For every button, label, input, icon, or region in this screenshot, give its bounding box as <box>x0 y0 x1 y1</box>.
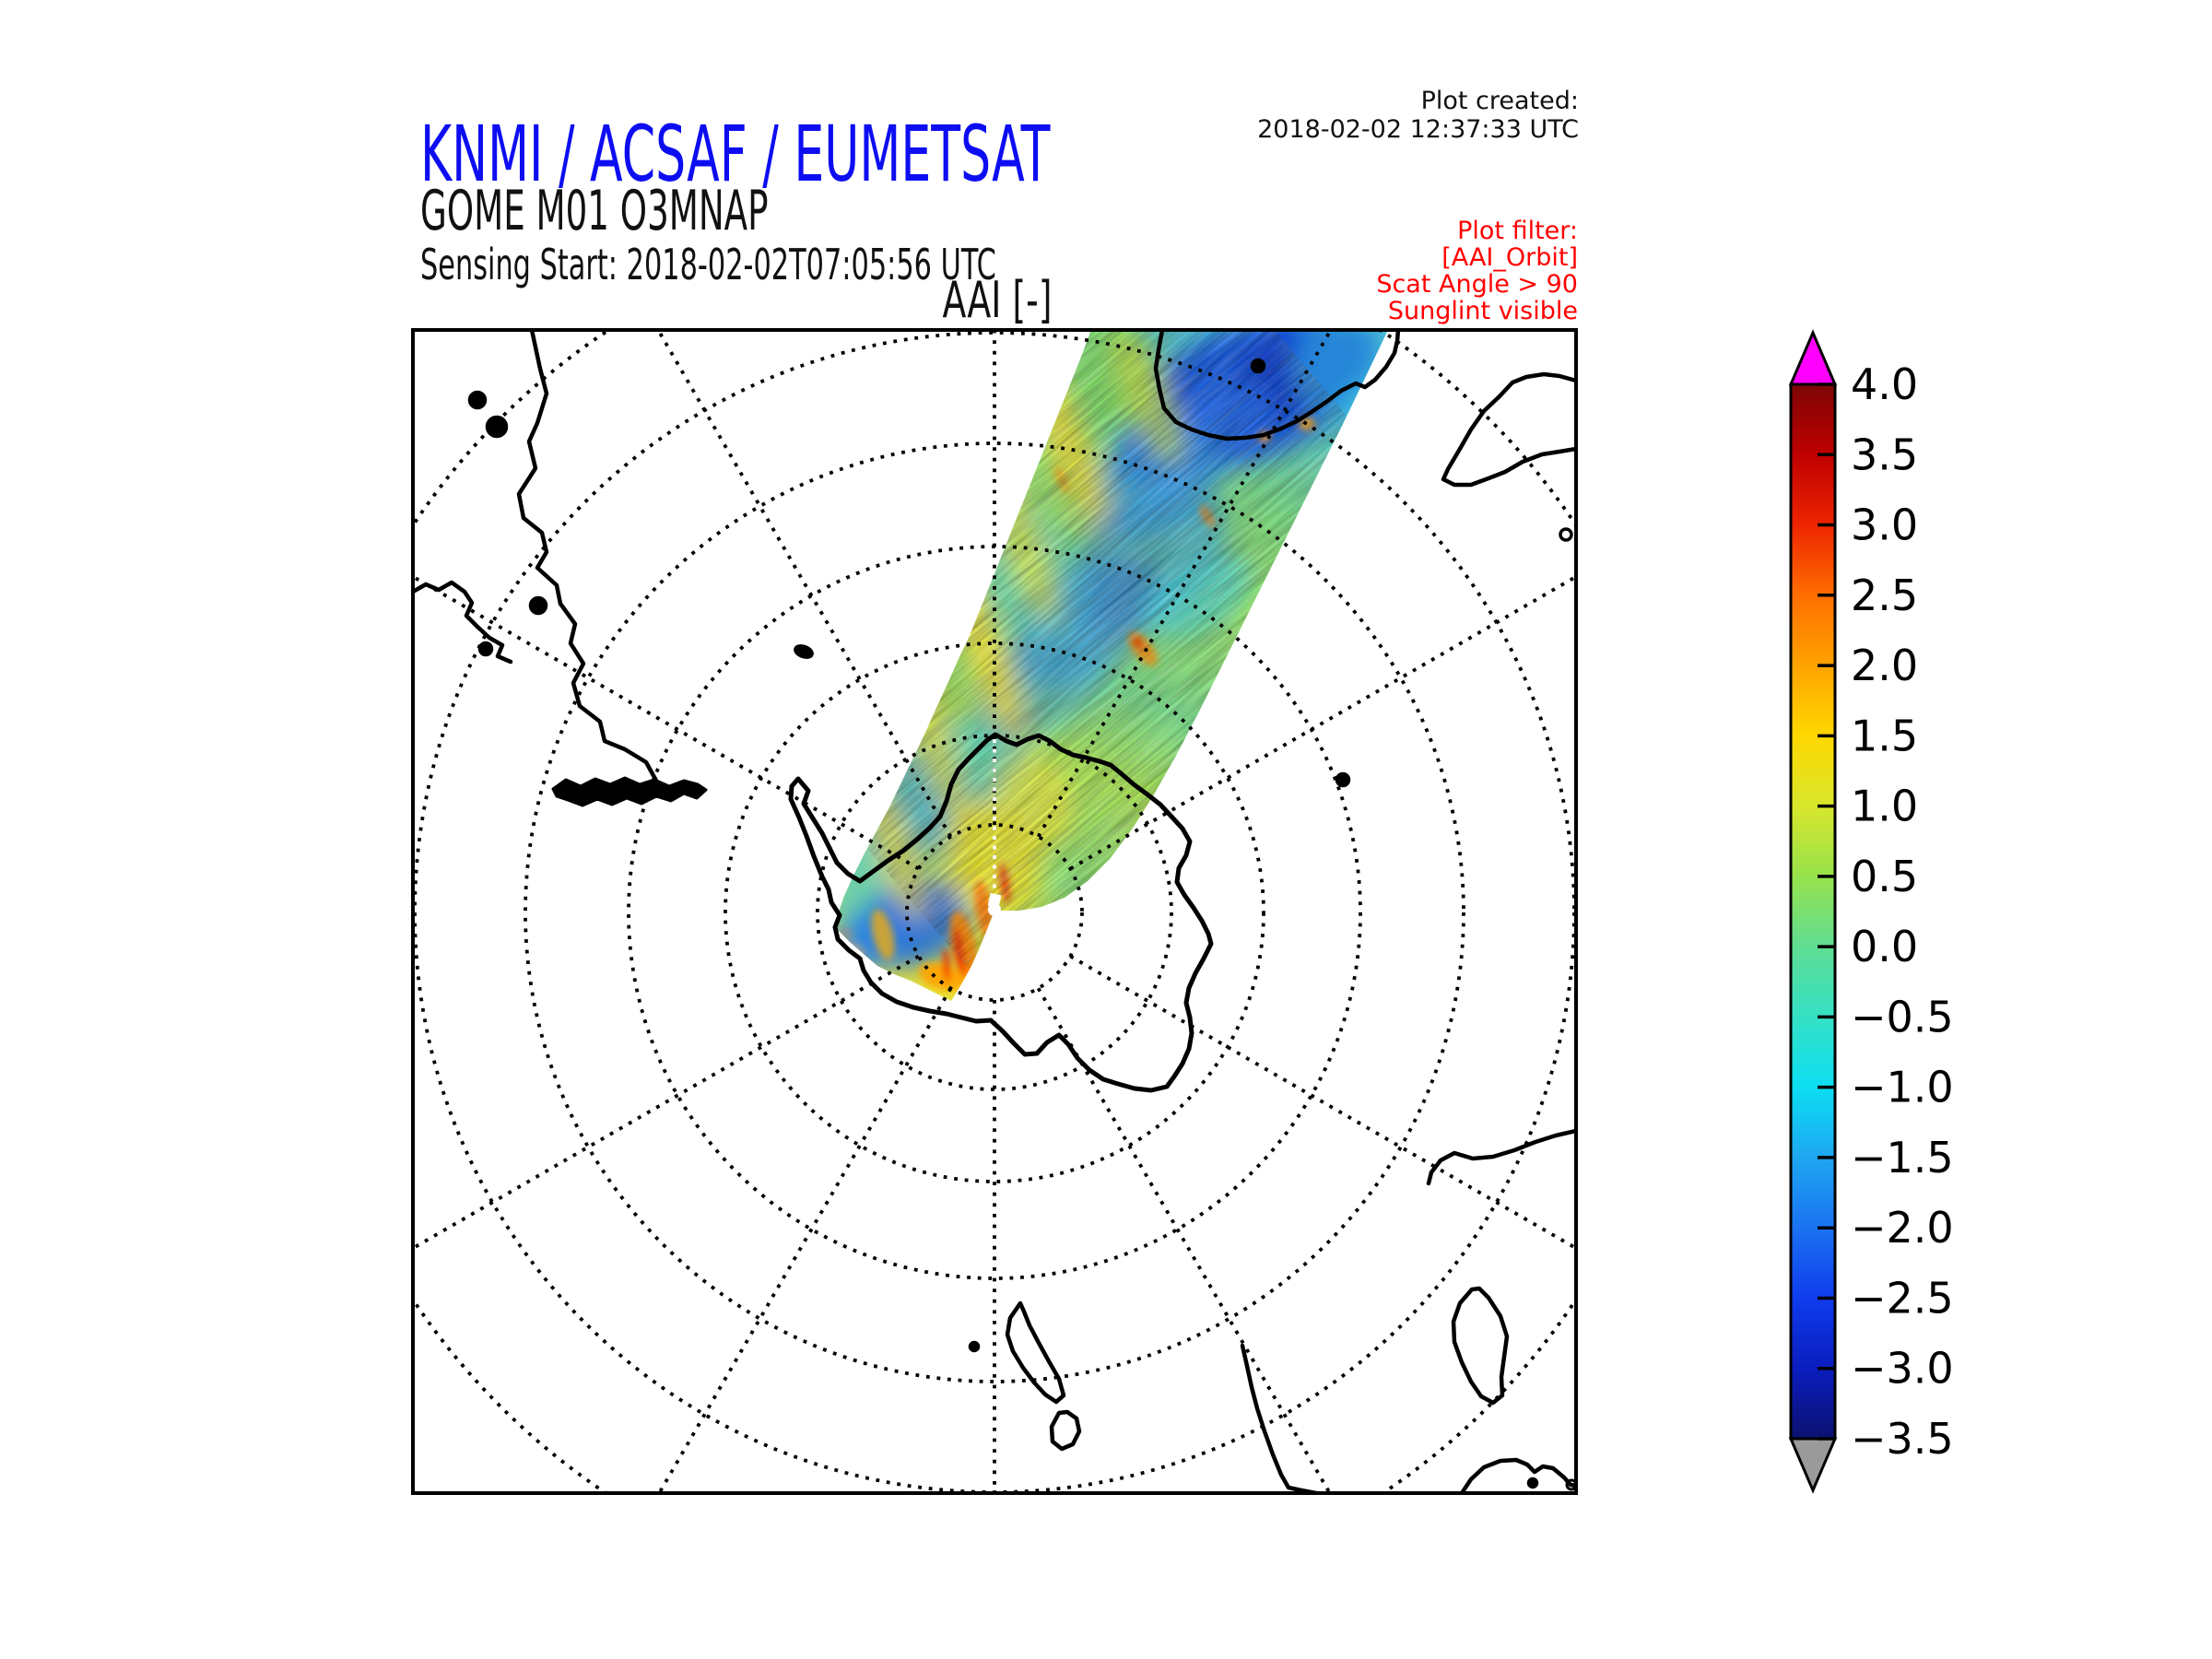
colorbar-tick-label: −2.0 <box>1851 1203 1954 1253</box>
colorbar-tick-labels: 4.0 3.5 3.0 2.5 2.0 1.5 1.0 0.5 0.0 −0.5 −1.0 −1.5 −… <box>1851 359 1954 1464</box>
plot-canvas: 4.0 3.5 3.0 2.5 2.0 1.5 1.0 0.5 0.0 −0.5 −1.0 −1.5 −… <box>0 0 2212 1659</box>
island-small-east <box>1337 774 1348 785</box>
colorbar-tick-label: 0.0 <box>1851 922 1918 971</box>
island-south-of-nz <box>971 1343 978 1350</box>
colorbar-under-arrow <box>1791 1439 1835 1490</box>
colorbar-tick-label: −3.0 <box>1851 1344 1954 1394</box>
colorbar-tick-label: 1.5 <box>1851 711 1918 760</box>
colorbar-tick-label: 0.5 <box>1851 852 1918 901</box>
colorbar-tick-label: 3.0 <box>1851 500 1918 550</box>
colorbar-tick-label: 2.0 <box>1851 641 1918 690</box>
colorbar-gradient-bar <box>1791 384 1835 1439</box>
island-chile-4 <box>480 643 491 654</box>
colorbar-tick-label: −1.0 <box>1851 1063 1954 1112</box>
island-bottom-right <box>1529 1479 1536 1487</box>
island-chile-1 <box>470 393 485 407</box>
colorbar-tick-label: 3.5 <box>1851 429 1918 479</box>
colorbar-tick-label: −3.5 <box>1851 1414 1954 1464</box>
lake-south-africa <box>1253 360 1264 371</box>
colorbar-tick-label: −1.5 <box>1851 1133 1954 1182</box>
colorbar-tick-label: 2.5 <box>1851 571 1918 620</box>
colorbar-tick-label: 4.0 <box>1851 359 1918 409</box>
island-chile-3 <box>531 598 546 613</box>
map-panel <box>196 0 1793 1659</box>
colorbar-tick-label: 1.0 <box>1851 782 1918 831</box>
colorbar-over-arrow <box>1791 333 1835 384</box>
colorbar-tick-label: −2.5 <box>1851 1273 1954 1323</box>
plot-page: KNMI / ACSAF / EUMETSAT GOME M01 O3MNAP … <box>0 0 2212 1659</box>
colorbar: 4.0 3.5 3.0 2.5 2.0 1.5 1.0 0.5 0.0 −0.5 −1.0 −1.5 −… <box>1791 333 1954 1490</box>
island-chile-2 <box>488 418 506 436</box>
colorbar-tick-label: −0.5 <box>1851 992 1954 1041</box>
